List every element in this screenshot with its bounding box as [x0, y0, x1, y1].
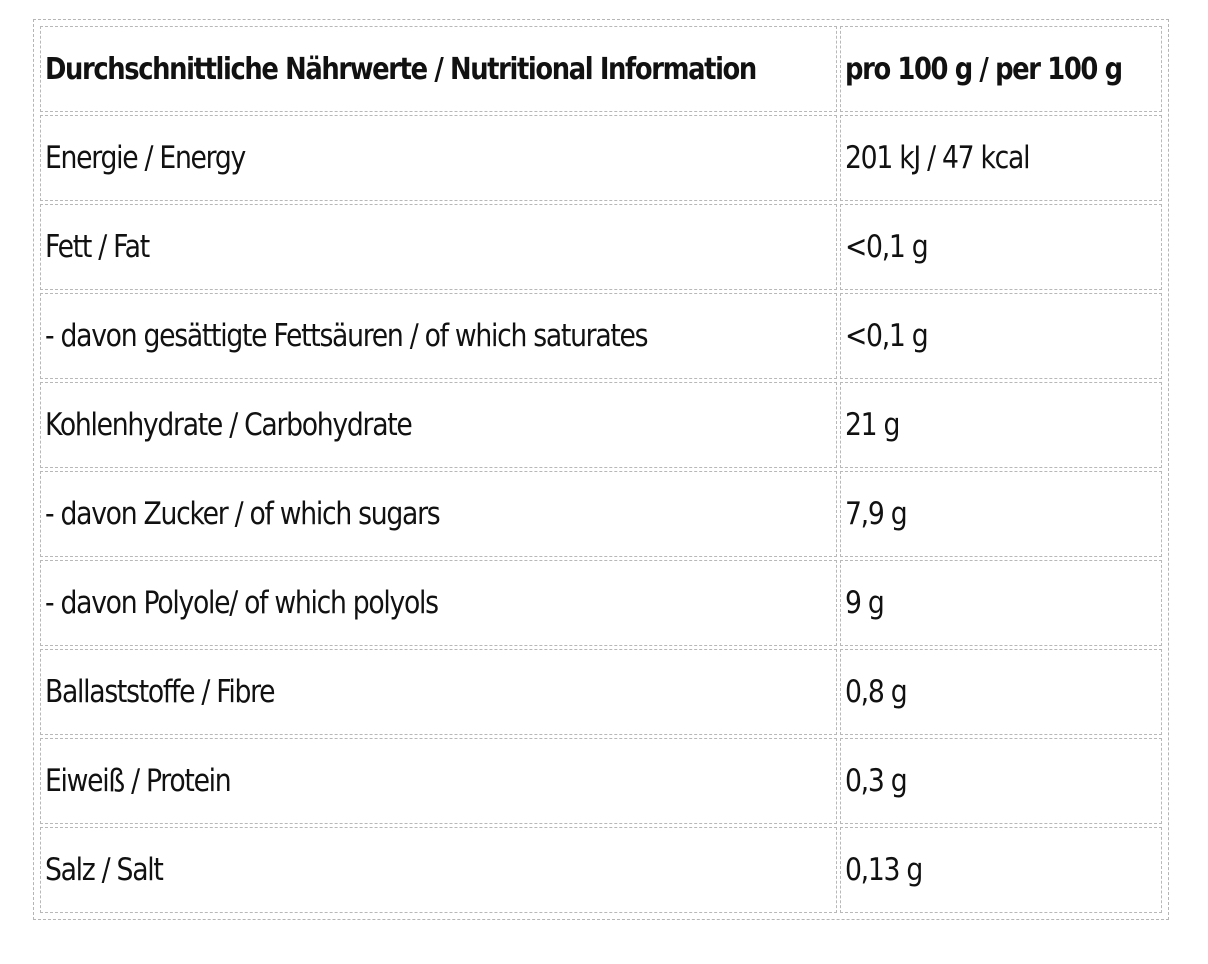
value-cell: 0,3 g [840, 738, 1162, 824]
table-row-salt: Salz / Salt 0,13 g [40, 827, 1162, 913]
header-value-label: pro 100 g / per 100 g [845, 51, 1123, 87]
header-cell-nutrient: Durchschnittliche Nährwerte / Nutritiona… [40, 26, 837, 112]
nutrient-value: 0,13 g [845, 852, 923, 888]
value-cell: <0,1 g [840, 293, 1162, 379]
table-row-carbohydrate: Kohlenhydrate / Carbohydrate 21 g [40, 382, 1162, 468]
nutrient-value: 0,8 g [845, 674, 908, 710]
table-row-energy: Energie / Energy 201 kJ / 47 kcal [40, 115, 1162, 201]
table-row-polyols: - davon Polyole/ of which polyols 9 g [40, 560, 1162, 646]
value-cell: 201 kJ / 47 kcal [840, 115, 1162, 201]
nutrition-table-container: Durchschnittliche Nährwerte / Nutritiona… [33, 19, 1169, 920]
value-cell: 0,13 g [840, 827, 1162, 913]
value-cell: 0,8 g [840, 649, 1162, 735]
header-nutrient-label: Durchschnittliche Nährwerte / Nutritiona… [45, 51, 757, 87]
nutrient-label: Energie / Energy [45, 140, 246, 176]
table-row-sugars: - davon Zucker / of which sugars 7,9 g [40, 471, 1162, 557]
header-cell-value: pro 100 g / per 100 g [840, 26, 1162, 112]
nutrient-value: 7,9 g [845, 496, 908, 532]
nutrient-cell: Salz / Salt [40, 827, 837, 913]
nutrient-cell: Ballaststoffe / Fibre [40, 649, 837, 735]
nutrient-label: - davon gesättigte Fettsäuren / of which… [45, 318, 649, 354]
nutrient-label: Ballaststoffe / Fibre [45, 674, 276, 710]
nutrient-label: Kohlenhydrate / Carbohydrate [45, 407, 413, 443]
table-header-row: Durchschnittliche Nährwerte / Nutritiona… [40, 26, 1162, 112]
nutrient-value: <0,1 g [845, 229, 929, 265]
value-cell: <0,1 g [840, 204, 1162, 290]
nutrient-cell: Energie / Energy [40, 115, 837, 201]
nutrient-value: <0,1 g [845, 318, 929, 354]
nutrient-label: - davon Zucker / of which sugars [45, 496, 441, 532]
value-cell: 7,9 g [840, 471, 1162, 557]
nutrient-label: - davon Polyole/ of which polyols [45, 585, 439, 621]
nutrient-label: Eiweiß / Protein [45, 763, 232, 799]
nutrient-cell: Eiweiß / Protein [40, 738, 837, 824]
value-cell: 9 g [840, 560, 1162, 646]
table-row-protein: Eiweiß / Protein 0,3 g [40, 738, 1162, 824]
nutrient-cell: - davon gesättigte Fettsäuren / of which… [40, 293, 837, 379]
nutrient-cell: Kohlenhydrate / Carbohydrate [40, 382, 837, 468]
table-row-fibre: Ballaststoffe / Fibre 0,8 g [40, 649, 1162, 735]
table-row-saturates: - davon gesättigte Fettsäuren / of which… [40, 293, 1162, 379]
nutrient-value: 201 kJ / 47 kcal [845, 140, 1030, 176]
nutrient-cell: - davon Zucker / of which sugars [40, 471, 837, 557]
nutrient-value: 9 g [845, 585, 885, 621]
nutrient-value: 21 g [845, 407, 900, 443]
nutrition-table: Durchschnittliche Nährwerte / Nutritiona… [37, 23, 1165, 916]
nutrient-cell: - davon Polyole/ of which polyols [40, 560, 837, 646]
nutrient-cell: Fett / Fat [40, 204, 837, 290]
table-row-fat: Fett / Fat <0,1 g [40, 204, 1162, 290]
nutrient-value: 0,3 g [845, 763, 908, 799]
nutrient-label: Fett / Fat [45, 229, 150, 265]
value-cell: 21 g [840, 382, 1162, 468]
nutrient-label: Salz / Salt [45, 852, 164, 888]
